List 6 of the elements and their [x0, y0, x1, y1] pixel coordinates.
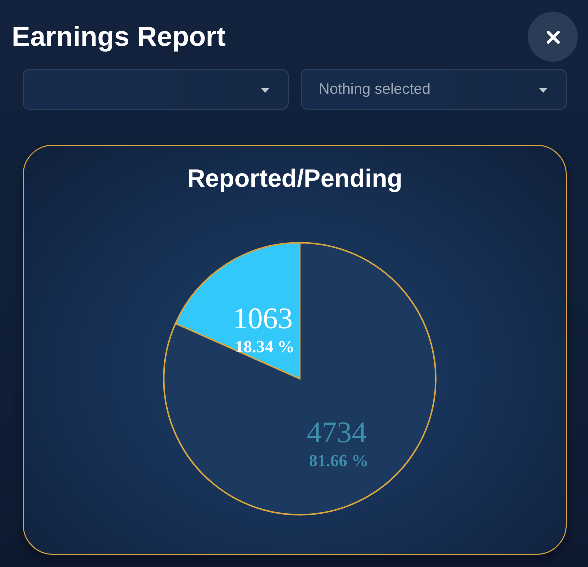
data-label: 1063 18.34 %: [232, 302, 295, 356]
data-label: 4734 81.66 %: [307, 416, 369, 471]
chart-title: Earnings Report: [12, 21, 226, 52]
pie-slice: [163, 242, 437, 516]
dropdown: Nothing selected: [301, 69, 567, 110]
chart-subtitle: Reported/Pending: [186, 165, 404, 193]
